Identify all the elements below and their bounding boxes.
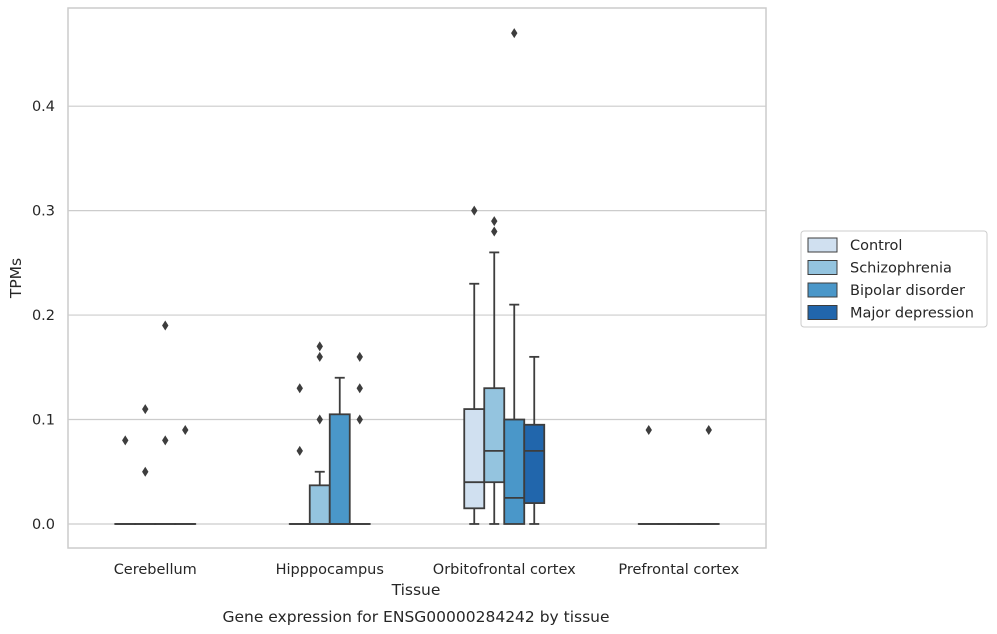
outlier-point (511, 28, 518, 39)
outlier-point (356, 383, 363, 394)
box-cerebellum-major-depression (174, 424, 197, 525)
box-body (483, 387, 506, 484)
box-orbitofrontal-cortex-bipolar-disorder (503, 28, 526, 525)
legend-swatch (807, 305, 838, 320)
outlier-point (356, 351, 363, 362)
outlier-point (491, 216, 498, 227)
outlier-point (356, 414, 363, 425)
legend-label: Major depression (850, 306, 974, 322)
box-hipppocampus-control (288, 383, 311, 525)
outlier-point (491, 226, 498, 237)
outlier-point (316, 341, 323, 352)
outlier-point (142, 404, 149, 415)
box-body (503, 418, 526, 525)
x-tick-labels: Cerebellum Hipppocampus Orbitofrontal cort… (114, 562, 740, 578)
legend-swatch (807, 282, 838, 298)
y-tick-label: 0.1 (32, 413, 55, 429)
legend-label: Schizophrenia (850, 261, 952, 277)
x-axis-title: Tissue (391, 581, 441, 599)
legend-label: Control (850, 238, 902, 254)
legend-frame (800, 230, 988, 328)
x-tick-label: Hipppocampus (276, 562, 384, 578)
y-axis-title: TPMs (7, 258, 25, 299)
box-hipppocampus-schizophrenia (308, 341, 331, 525)
box-body (328, 413, 351, 525)
outlier-point (471, 205, 478, 216)
outlier-point (162, 435, 169, 446)
legend: Control Schizophrenia Bipolar disorder Majo… (800, 230, 988, 328)
box-body (308, 484, 331, 525)
outlier-point (296, 445, 303, 456)
box-orbitofrontal-cortex-control (463, 205, 486, 525)
outlier-point (182, 424, 189, 435)
legend-swatch (807, 260, 838, 275)
y-tick-label: 0.3 (32, 204, 55, 220)
box-cerebellum-control (114, 435, 137, 525)
outlier-point (162, 320, 169, 331)
outlier-point (316, 414, 323, 425)
outlier-point (645, 424, 652, 435)
x-tick-label: Cerebellum (114, 562, 197, 578)
outlier-point (316, 351, 323, 362)
boxes (114, 28, 720, 525)
box-orbitofrontal-cortex-major-depression (523, 355, 546, 525)
box-body (463, 408, 486, 510)
y-tick-label: 0.4 (32, 99, 55, 115)
chart-caption: Gene expression for ENSG00000284242 by t… (222, 608, 609, 626)
box-orbitofrontal-cortex-schizophrenia (483, 216, 506, 525)
y-tick-label: 0.0 (32, 517, 55, 533)
outlier-point (122, 435, 129, 446)
y-tick-label: 0.2 (32, 308, 55, 324)
grid-lines (68, 105, 766, 525)
box-prefrontal-cortex-major-depression (697, 424, 720, 525)
x-tick-label: Prefrontal cortex (618, 562, 739, 578)
legend-swatch (807, 237, 838, 253)
y-tick-labels: 0.0 0.1 0.2 0.3 0.4 (32, 99, 55, 533)
outlier-point (142, 466, 149, 477)
x-tick-label: Orbitofrontal cortex (433, 562, 576, 578)
outlier-point (296, 383, 303, 394)
legend-label: Bipolar disorder (850, 283, 965, 299)
box-prefrontal-cortex-control (637, 424, 660, 525)
outlier-point (705, 424, 712, 435)
box-body (523, 423, 546, 504)
plot-frame (67, 7, 767, 549)
box-hipppocampus-bipolar-disorder (328, 376, 351, 525)
box-cerebellum-schizophrenia (134, 404, 157, 525)
box-cerebellum-bipolar-disorder (154, 320, 177, 525)
box-hipppocampus-major-depression (348, 351, 371, 525)
